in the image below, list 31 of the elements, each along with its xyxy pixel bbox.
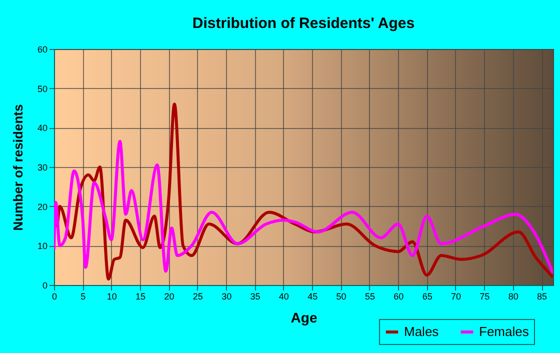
- legend-label: Males: [404, 324, 440, 339]
- x-tick-label: 50: [336, 292, 346, 302]
- y-tick-label: 0: [42, 280, 48, 290]
- x-tick-label: 70: [450, 292, 461, 302]
- x-tick-label: 60: [394, 292, 404, 302]
- line-series: [54, 140, 553, 275]
- x-tick-label: 75: [480, 292, 490, 302]
- legend-label: Females: [479, 324, 530, 339]
- y-axis-title: Number of residents: [10, 104, 26, 231]
- x-tick-label: 20: [164, 292, 174, 302]
- x-tick-label: 0: [52, 292, 58, 302]
- x-tick-label: 30: [222, 292, 232, 302]
- y-tick-label: 30: [37, 162, 48, 172]
- x-tick-label: 40: [278, 292, 289, 302]
- y-tick-label: 40: [37, 123, 48, 134]
- y-tick-label: 60: [37, 44, 48, 54]
- y-tick-label: 20: [37, 202, 48, 212]
- x-tick-label: 5: [80, 292, 86, 302]
- x-tick-label: 10: [106, 292, 117, 302]
- y-tick-label: 10: [37, 241, 48, 252]
- chart-title: Distribution of Residents' Ages: [192, 15, 415, 32]
- x-tick-label: 55: [364, 292, 375, 302]
- x-tick-label: 65: [422, 292, 432, 302]
- y-tick-label: 50: [37, 84, 48, 94]
- x-tick-label: 85: [537, 292, 548, 302]
- x-tick-label: 45: [308, 292, 318, 302]
- x-tick-label: 35: [250, 292, 260, 302]
- x-tick-label: 80: [508, 292, 518, 302]
- x-tick-label: 25: [192, 292, 203, 302]
- x-tick-label: 15: [136, 292, 146, 302]
- x-axis-title: Age: [290, 310, 318, 326]
